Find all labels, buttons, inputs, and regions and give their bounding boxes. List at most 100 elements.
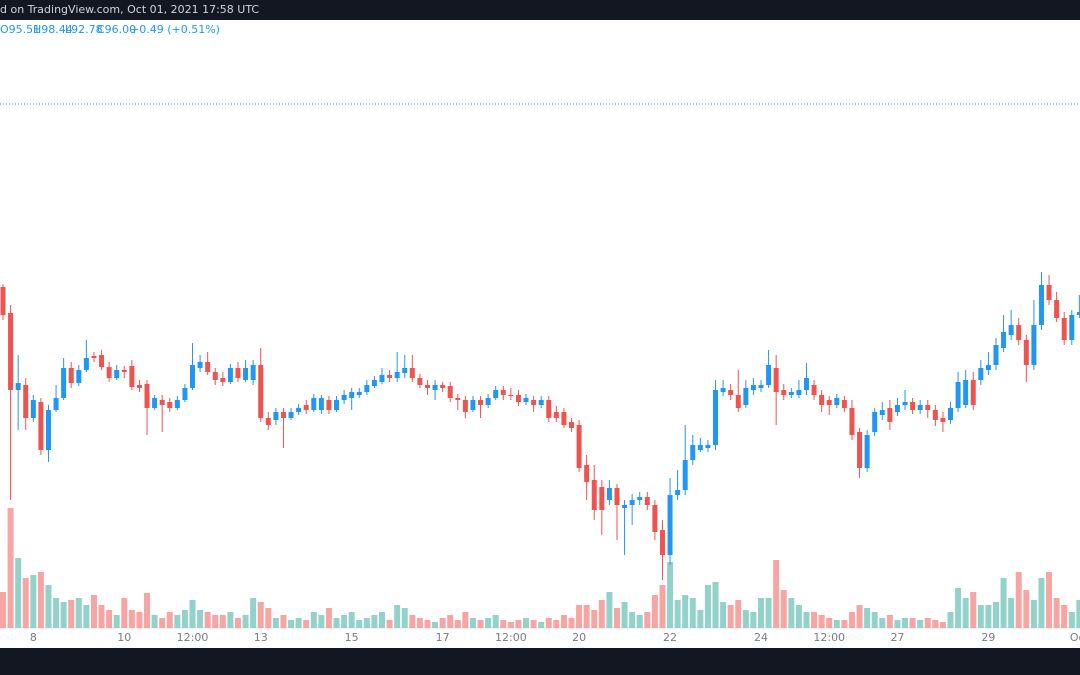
candle-body xyxy=(152,398,158,408)
volume-bar xyxy=(272,618,279,628)
candle-body xyxy=(606,488,612,500)
volume-bar xyxy=(234,618,241,628)
candle-body xyxy=(940,418,946,422)
candle-body xyxy=(1016,325,1022,340)
volume-bar xyxy=(545,618,552,628)
candle-body xyxy=(424,385,430,388)
volume-bar xyxy=(629,612,636,628)
ohlc-legend: O95.51 xyxy=(0,23,40,36)
volume-bar xyxy=(1068,612,1075,628)
candle-body xyxy=(129,366,135,387)
volume-bar xyxy=(144,593,151,628)
candle-body xyxy=(212,372,218,380)
candle-body xyxy=(114,370,120,378)
candle-body xyxy=(902,402,908,405)
volume-bar xyxy=(53,598,60,628)
volume-bar xyxy=(1061,605,1068,628)
volume-bar xyxy=(788,598,795,628)
candle-body xyxy=(159,400,165,405)
volume-bar xyxy=(227,612,234,628)
candle-body xyxy=(121,370,127,372)
candle-body xyxy=(796,390,802,395)
candle-body xyxy=(917,405,923,410)
volume-bar xyxy=(720,602,727,628)
candle-body xyxy=(455,398,461,400)
candle-body xyxy=(167,402,173,408)
candle-body xyxy=(493,390,499,398)
candle-body xyxy=(485,398,491,405)
volume-bar xyxy=(432,622,439,628)
volume-bar xyxy=(560,615,567,628)
volume-bar xyxy=(371,615,378,628)
volume-bar xyxy=(151,615,158,628)
volume-bar xyxy=(212,615,219,628)
volume-bar xyxy=(401,608,408,628)
candle-body xyxy=(1023,340,1029,365)
volume-bar xyxy=(917,620,924,628)
candle-body xyxy=(576,425,582,468)
candle-body xyxy=(713,390,719,445)
candle-body xyxy=(948,408,953,420)
candle-body xyxy=(280,412,286,418)
volume-bar xyxy=(7,508,14,628)
candle-body xyxy=(834,398,840,405)
candle-body xyxy=(1038,285,1044,325)
candle-body xyxy=(781,390,787,395)
x-tick-label: 15 xyxy=(345,631,359,644)
volume-bar xyxy=(659,585,666,628)
volume-bar xyxy=(250,598,257,628)
candle-body xyxy=(614,488,620,505)
candle-body xyxy=(561,412,567,425)
candle-body xyxy=(23,385,29,418)
volume-bar xyxy=(1038,578,1045,628)
candle-body xyxy=(68,368,74,383)
volume-bar xyxy=(1030,600,1037,628)
candle-body xyxy=(978,368,984,380)
x-tick-label: 29 xyxy=(981,631,995,644)
x-tick-label: 24 xyxy=(754,631,768,644)
candle-body xyxy=(409,368,415,378)
volume-bar xyxy=(219,615,226,628)
volume-bar xyxy=(348,612,355,628)
volume-bar xyxy=(576,605,583,628)
volume-bar xyxy=(651,595,658,628)
volume-bar xyxy=(742,610,749,628)
volume-bar xyxy=(341,615,348,628)
x-tick-label: 8 xyxy=(30,631,37,644)
volume-bar xyxy=(242,615,249,628)
volume-bar xyxy=(1008,598,1015,628)
x-tick-label: 22 xyxy=(663,631,677,644)
volume-bar xyxy=(98,605,105,628)
ohlc-legend: H98.44 xyxy=(33,23,73,36)
volume-bar xyxy=(644,612,651,628)
candle-body xyxy=(402,368,408,373)
candle-body xyxy=(697,445,703,450)
volume-bar xyxy=(606,592,613,628)
candle-body xyxy=(599,487,605,510)
candle-body xyxy=(690,445,696,460)
volume-bar xyxy=(68,600,75,628)
candle-body xyxy=(0,287,6,315)
volume-bar xyxy=(22,578,29,628)
candle-body xyxy=(925,405,931,410)
volume-bar xyxy=(727,605,734,628)
candle-body xyxy=(144,384,150,408)
volume-bar xyxy=(712,582,719,628)
candle-body xyxy=(629,500,635,505)
candle-body xyxy=(1008,325,1014,335)
volume-bar xyxy=(924,618,931,628)
volume-bar xyxy=(894,620,901,628)
volume-bar xyxy=(538,622,545,628)
candle-body xyxy=(394,372,400,378)
candle-body xyxy=(83,358,89,370)
x-tick-label: 13 xyxy=(254,631,268,644)
ohlc-legend: L92.78 xyxy=(65,23,103,36)
volume-bar xyxy=(189,600,196,628)
volume-bar xyxy=(477,620,484,628)
candle-body xyxy=(273,412,279,420)
candle-body xyxy=(1031,325,1037,365)
x-tick-label: 10 xyxy=(117,631,131,644)
candle-body xyxy=(569,422,574,428)
volume-bar xyxy=(871,612,878,628)
